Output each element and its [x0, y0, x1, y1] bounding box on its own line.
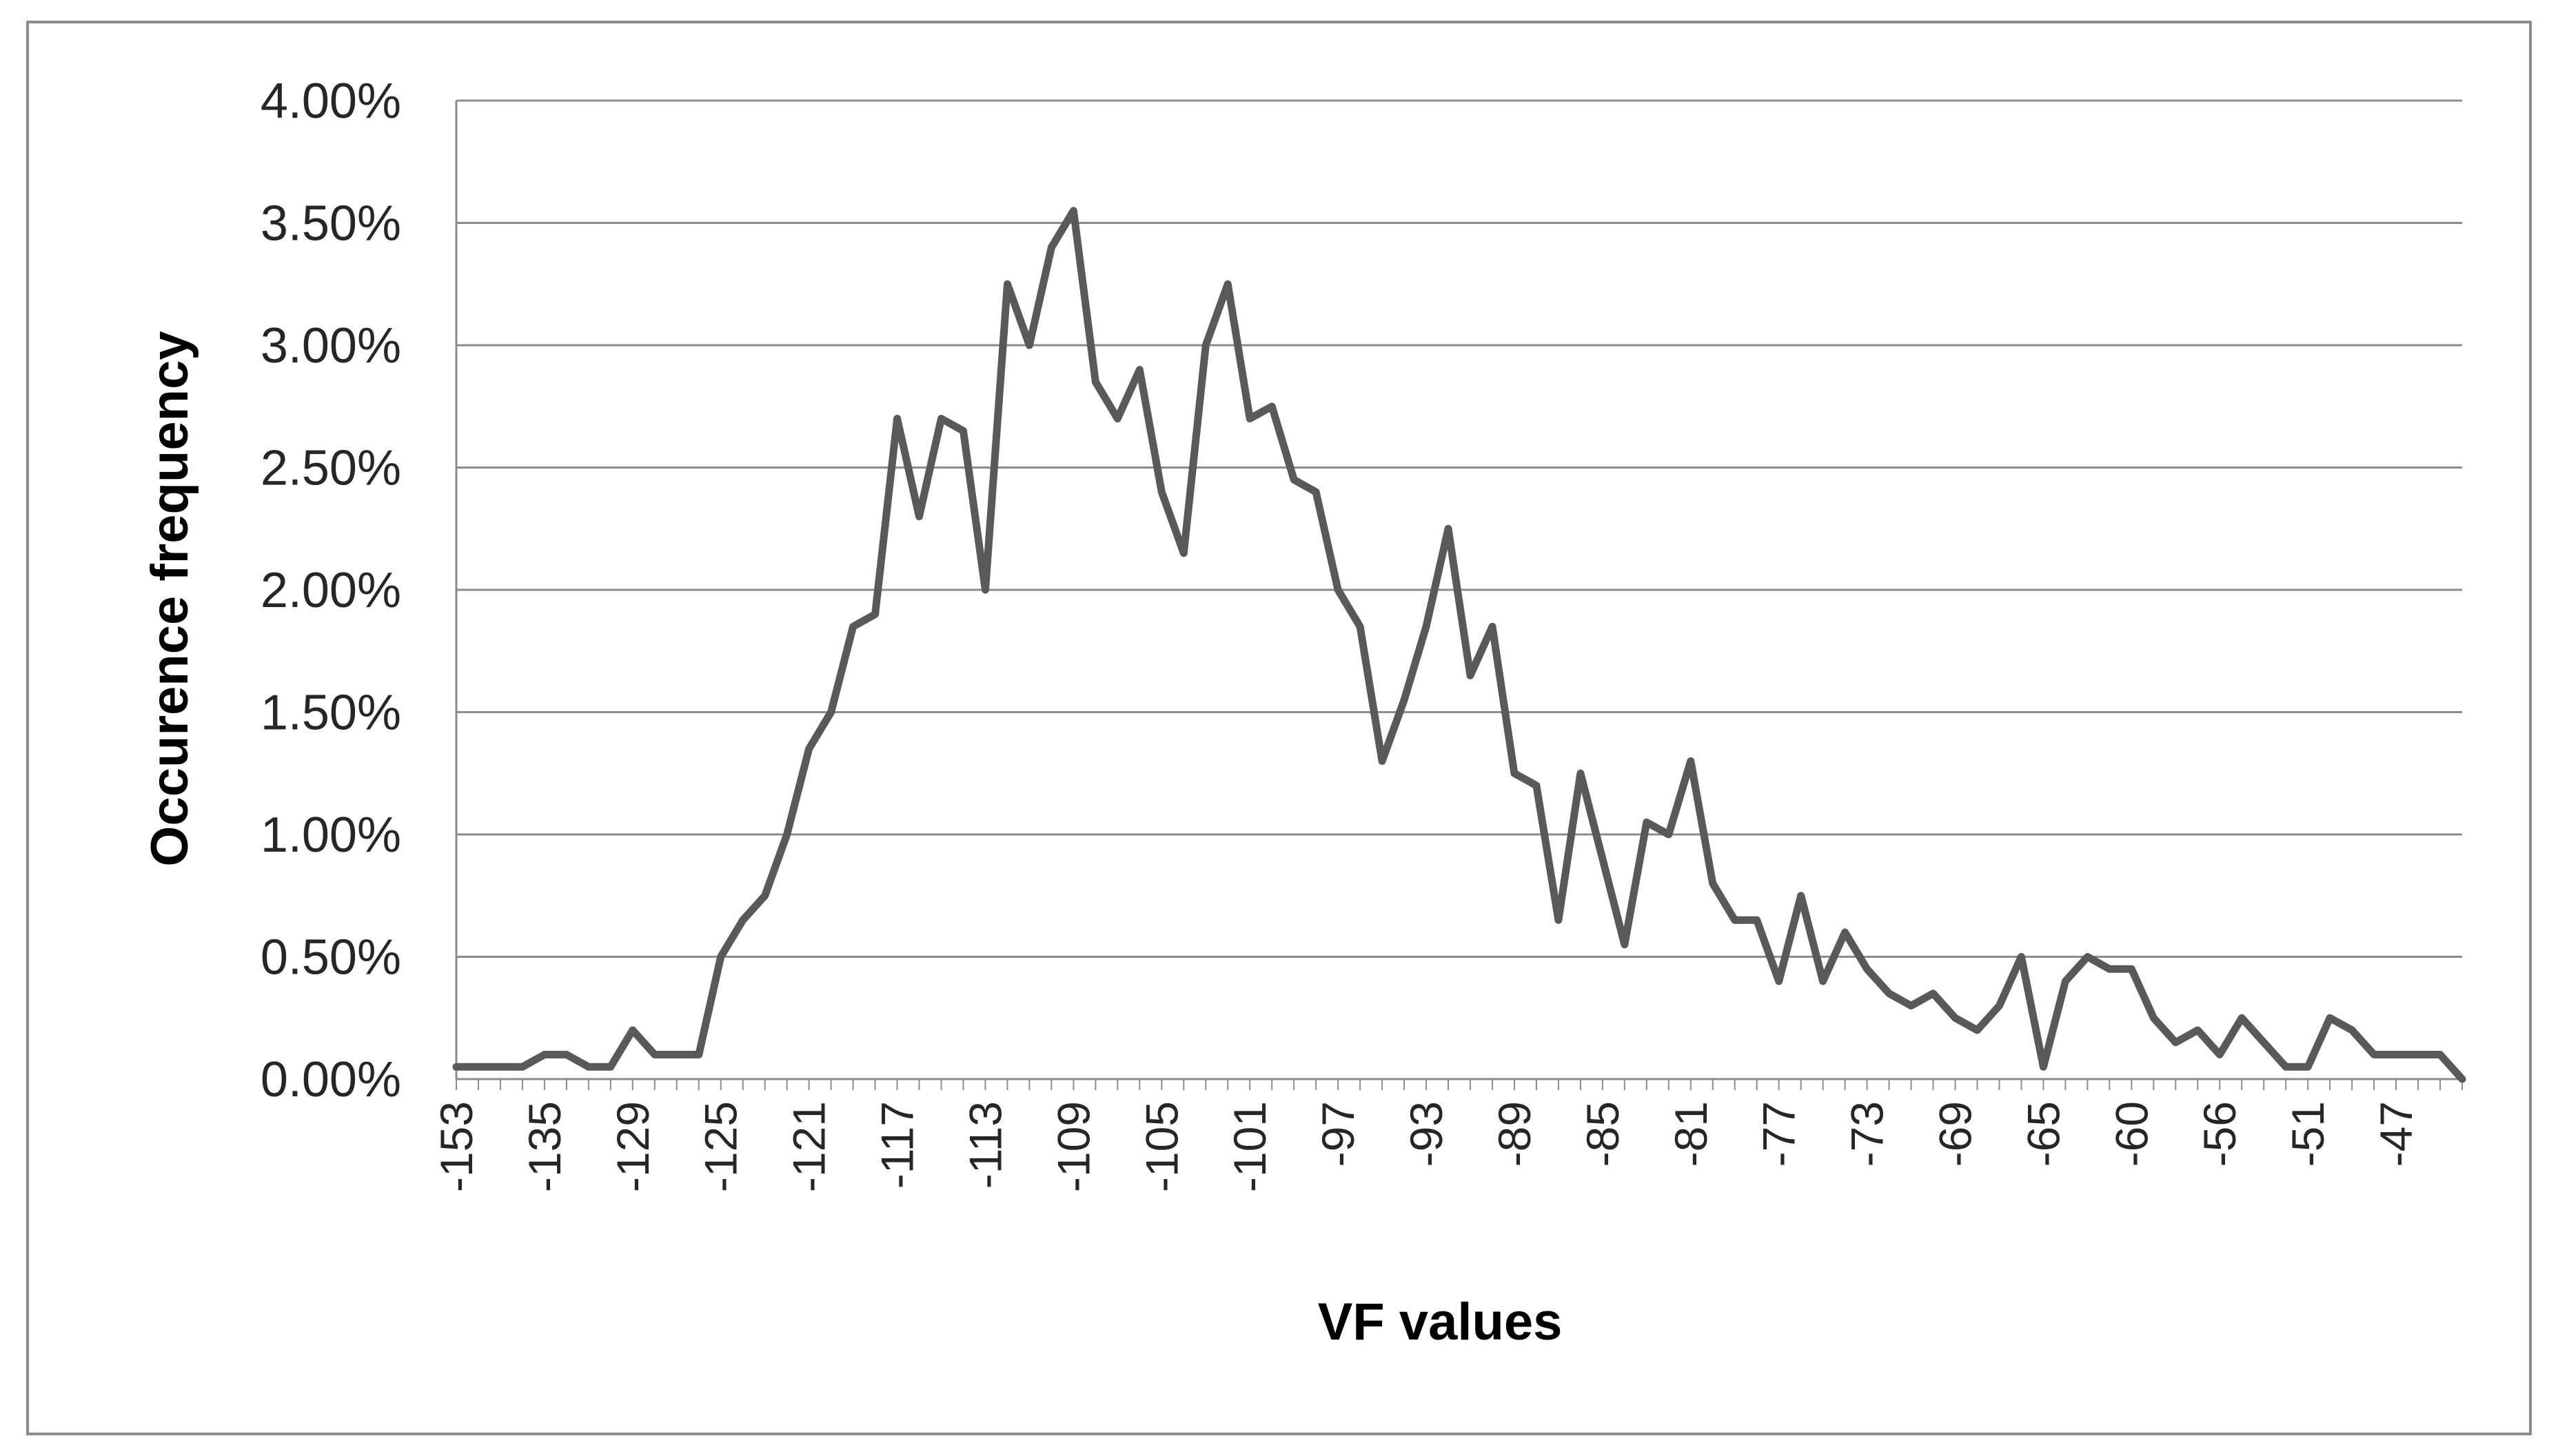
- x-tick-label: -85: [1577, 1101, 1628, 1167]
- x-tick-label: -109: [1048, 1101, 1099, 1192]
- y-tick-label: 0.50%: [261, 930, 401, 985]
- y-tick-label: 4.00%: [261, 74, 401, 129]
- series-line: [452, 207, 2466, 1083]
- x-tick-label: -121: [784, 1101, 835, 1192]
- chart-frame: 0.00% 0.50% 1.00% 1.50% 2.00% 2.50% 3.00% 3.50%…: [26, 21, 2532, 1435]
- x-tick-label: -51: [2282, 1101, 2333, 1167]
- x-tick-label: -135: [519, 1101, 570, 1192]
- y-tick-label: 0.00%: [261, 1052, 401, 1107]
- series-layer: [452, 207, 2466, 1083]
- x-tick-label: -153: [431, 1101, 482, 1192]
- x-tick-label: -56: [2194, 1101, 2245, 1167]
- x-tick-label: -105: [1136, 1101, 1187, 1192]
- y-tick-label: 1.00%: [261, 808, 401, 863]
- x-tick-label: -93: [1401, 1101, 1452, 1167]
- x-tick-label: -117: [872, 1101, 923, 1189]
- y-tick-label: 1.50%: [261, 686, 401, 741]
- x-tick-label: -47: [2371, 1101, 2422, 1167]
- y-tick-labels: 0.00% 0.50% 1.00% 1.50% 2.00% 2.50% 3.00% 3.50%…: [261, 74, 401, 1107]
- line-chart: 0.00% 0.50% 1.00% 1.50% 2.00% 2.50% 3.00% 3.50%…: [141, 74, 2466, 1351]
- y-tick-label: 3.50%: [261, 196, 401, 252]
- x-tick-label: -81: [1665, 1101, 1716, 1167]
- x-tick-label: -125: [696, 1101, 747, 1192]
- x-tick-label: -113: [960, 1101, 1011, 1189]
- gridlines: [456, 99, 2462, 958]
- x-tick-label: -129: [607, 1101, 658, 1192]
- axes: [455, 101, 2463, 1090]
- x-tick-label: -73: [1842, 1101, 1893, 1167]
- y-axis-title: Occurence frequency: [141, 331, 199, 866]
- y-tick-label: 2.00%: [261, 563, 401, 618]
- x-tick-label: -60: [2106, 1101, 2157, 1167]
- x-tick-label: -69: [1930, 1101, 1981, 1167]
- x-tick-labels: -153 -135 -129 -125 -121 -117 -113 -109 -105 -101…: [431, 1101, 2422, 1192]
- x-axis-title: VF values: [1318, 1293, 1563, 1351]
- x-tick-label: -97: [1312, 1101, 1363, 1167]
- y-tick-label: 3.00%: [261, 318, 401, 373]
- x-tick-label: -65: [2018, 1101, 2069, 1167]
- x-tick-label: -89: [1489, 1101, 1540, 1167]
- x-tick-label: -101: [1224, 1101, 1275, 1192]
- y-tick-label: 2.50%: [261, 441, 401, 496]
- x-tick-label: -77: [1754, 1101, 1805, 1167]
